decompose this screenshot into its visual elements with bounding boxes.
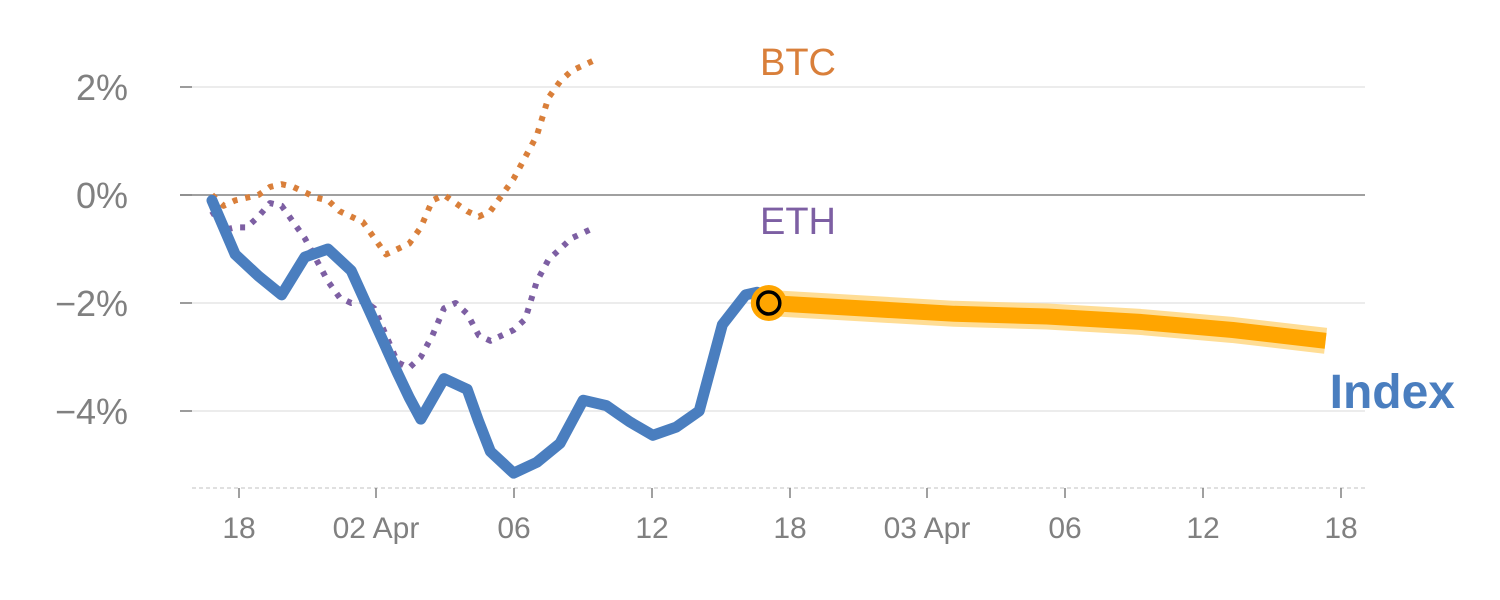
x-tick-label: 12 (1186, 512, 1219, 545)
btc-series-line (209, 57, 597, 258)
x-tick-label: 18 (1324, 512, 1357, 545)
x-tick-label: 06 (497, 512, 530, 545)
series-lines (206, 57, 1328, 479)
y-tick-label: 2% (76, 67, 128, 108)
y-tick-label: −4% (55, 391, 128, 432)
forecast-band-line (768, 295, 1327, 349)
x-tick-label: 06 (1048, 512, 1081, 545)
y-tick-label: 0% (76, 175, 128, 216)
y-tick-label: −2% (55, 283, 128, 324)
current-point-marker (756, 290, 782, 316)
gridlines (180, 86, 1365, 412)
x-tick-label: 12 (635, 512, 668, 545)
x-tick-label: 03 Apr (884, 512, 971, 545)
x-tick-label: 18 (222, 512, 255, 545)
x-tick-label: 18 (773, 512, 806, 545)
series-labels: BTC ETH Index (760, 42, 1455, 419)
eth-series-line (209, 200, 597, 371)
index-series-line (206, 194, 763, 479)
btc-series-label: BTC (760, 42, 836, 84)
index-series-label: Index (1330, 366, 1456, 419)
axes: 2% 0% −2% −4% 18 02 Apr 06 12 18 03 Apr 06 12 18 (55, 67, 1365, 545)
x-tick-label: 02 Apr (333, 512, 420, 545)
eth-series-label: ETH (760, 201, 836, 243)
